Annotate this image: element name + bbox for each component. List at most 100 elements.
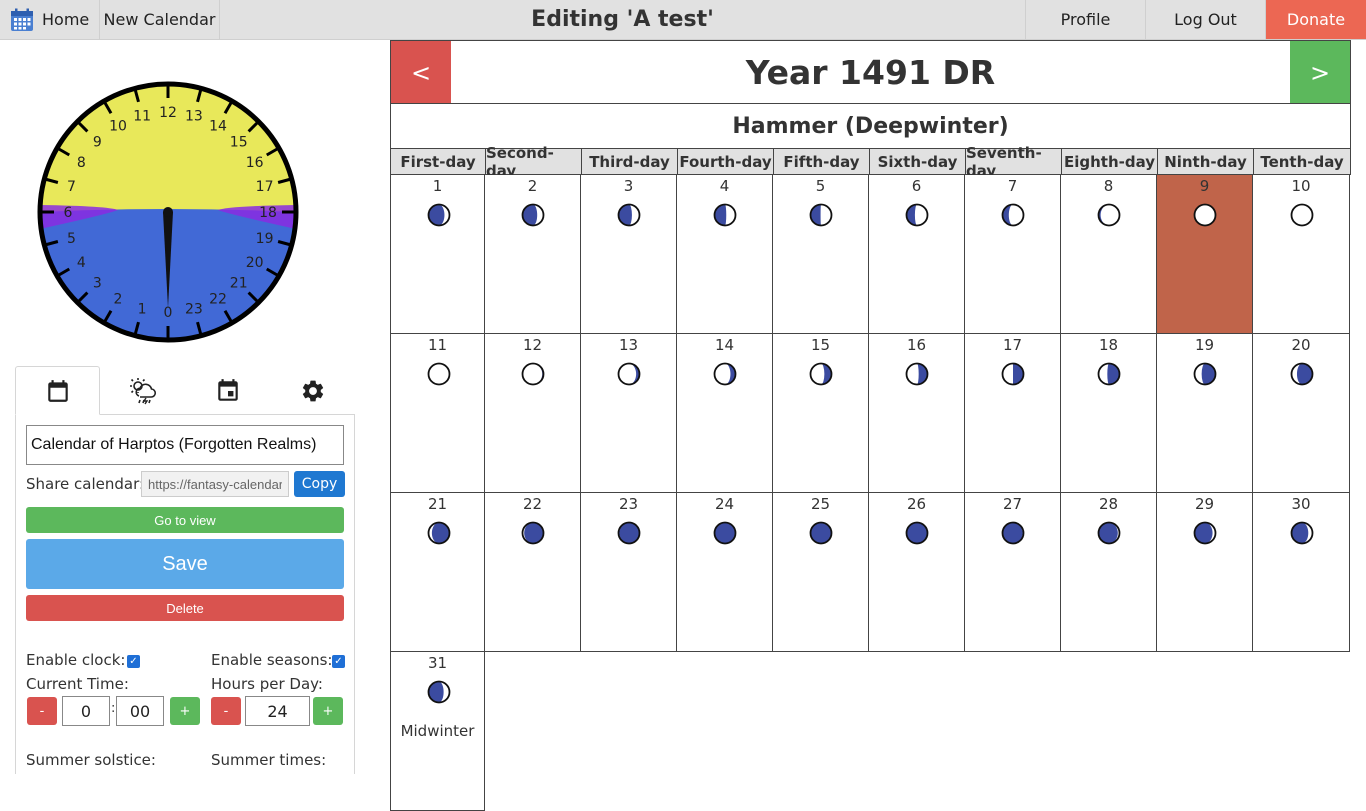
home-link[interactable]: Home (0, 0, 100, 39)
day-cell[interactable]: 16 (869, 334, 965, 493)
day-number: 21 (427, 495, 448, 513)
calendar-view: < Year 1491 DR > Hammer (Deepwinter) Fir… (390, 40, 1351, 811)
day-cell[interactable]: 3 (581, 175, 677, 334)
donate-button[interactable]: Donate (1266, 0, 1366, 39)
day-cell[interactable]: 23 (581, 493, 677, 652)
day-cell[interactable]: 14 (677, 334, 773, 493)
day-cell[interactable]: 28 (1061, 493, 1157, 652)
clock-hour-label: 10 (109, 118, 127, 134)
day-cell[interactable]: 19 (1157, 334, 1253, 493)
new-calendar-link[interactable]: New Calendar (100, 0, 220, 39)
day-cell[interactable]: 4 (677, 175, 773, 334)
moon-phase-icon (905, 521, 929, 545)
current-minute-input[interactable]: 00 (116, 696, 164, 726)
hours-per-day-input[interactable]: 24 (245, 696, 310, 726)
day-number: 23 (618, 495, 639, 513)
settings-tabs (15, 366, 355, 415)
day-cell[interactable]: 20 (1253, 334, 1350, 493)
day-number: 5 (815, 177, 826, 195)
clock-hour-label: 7 (67, 179, 76, 195)
day-cell[interactable]: 18 (1061, 334, 1157, 493)
go-to-view-button[interactable]: Go to view (26, 507, 344, 533)
day-cell[interactable]: 29 (1157, 493, 1253, 652)
moon-phase-icon (809, 203, 833, 227)
day-cell[interactable]: 17 (965, 334, 1061, 493)
day-number: 11 (427, 336, 448, 354)
page-title: Editing 'A test' (220, 0, 1026, 39)
tab-settings[interactable] (270, 366, 355, 415)
hours-increment-button[interactable]: + (313, 697, 343, 725)
enable-clock-checkbox[interactable]: ✓ (127, 655, 140, 668)
day-cell[interactable]: 5 (773, 175, 869, 334)
clock-hour-label: 6 (64, 205, 73, 221)
day-cell[interactable]: 1 (390, 175, 485, 334)
day-cell[interactable]: 21 (390, 493, 485, 652)
day-cell[interactable]: 31 Midwinter (390, 652, 485, 811)
moon-phase-icon (1097, 203, 1121, 227)
weekday-header: Third-day (582, 149, 678, 175)
profile-link[interactable]: Profile (1026, 0, 1146, 39)
day-cell[interactable]: 30 (1253, 493, 1350, 652)
day-cell[interactable]: 26 (869, 493, 965, 652)
day-cell[interactable]: 11 (390, 334, 485, 493)
day-cell[interactable]: 22 (485, 493, 581, 652)
clock-hour-tick (223, 309, 233, 323)
clock-hour-tick (77, 291, 89, 303)
day-cell[interactable]: 10 (1253, 175, 1350, 334)
clock-hour-tick (103, 309, 113, 323)
moon-phase-icon (617, 203, 641, 227)
copy-button[interactable]: Copy (294, 471, 345, 497)
moon-phase-icon (617, 521, 641, 545)
moon-phase-icon (713, 521, 737, 545)
save-button[interactable]: Save (26, 539, 344, 589)
day-cell[interactable]: 12 (485, 334, 581, 493)
tab-calendar[interactable] (15, 366, 100, 415)
moon-phase-icon (905, 362, 929, 386)
clock-hour-label: 13 (185, 108, 203, 124)
day-number: 18 (1098, 336, 1119, 354)
clock-hour-label: 16 (246, 155, 264, 171)
tab-events[interactable] (185, 366, 270, 415)
clock-hour-label: 15 (230, 134, 248, 150)
clock-widget: 0 1 2 3 4 5 6 7 8 9 10 11 12 13 14 15 16 17 18 19 20 21 22 23 (34, 78, 302, 346)
weekday-header: Fifth-day (774, 149, 870, 175)
moon-phase-icon (1001, 203, 1025, 227)
day-number: 15 (810, 336, 831, 354)
delete-button[interactable]: Delete (26, 595, 344, 621)
enable-clock-label: Enable clock: (26, 651, 126, 669)
clock-hour-label: 22 (209, 292, 227, 308)
event-label[interactable]: Midwinter (400, 722, 475, 740)
day-cell[interactable]: 25 (773, 493, 869, 652)
day-cell[interactable]: 2 (485, 175, 581, 334)
logout-link[interactable]: Log Out (1146, 0, 1266, 39)
next-year-button[interactable]: > (1290, 41, 1350, 104)
month-title: Hammer (Deepwinter) (390, 103, 1351, 149)
event-icon (217, 378, 238, 401)
enable-seasons-checkbox[interactable]: ✓ (332, 655, 345, 668)
share-url-input[interactable] (141, 471, 289, 497)
moon-phase-icon (427, 521, 451, 545)
clock-day-area (40, 84, 296, 212)
time-increment-button[interactable]: + (170, 697, 200, 725)
day-cell[interactable]: 27 (965, 493, 1061, 652)
clock-hour-tick (133, 321, 140, 336)
day-number: 16 (906, 336, 927, 354)
day-number: 19 (1194, 336, 1215, 354)
hours-decrement-button[interactable]: - (211, 697, 241, 725)
calendar-name-input[interactable] (26, 425, 344, 465)
weekday-header: Sixth-day (870, 149, 966, 175)
previous-year-button[interactable]: < (391, 41, 451, 104)
day-cell[interactable]: 7 (965, 175, 1061, 334)
day-cell[interactable]: 24 (677, 493, 773, 652)
time-decrement-button[interactable]: - (27, 697, 57, 725)
day-cell[interactable]: 8 (1061, 175, 1157, 334)
tab-weather[interactable] (100, 366, 185, 415)
day-cell[interactable]: 15 (773, 334, 869, 493)
day-number: 12 (522, 336, 543, 354)
clock-hour-tick (265, 267, 279, 277)
clock-hour-tick (277, 177, 292, 184)
day-cell[interactable]: 6 (869, 175, 965, 334)
day-cell[interactable]: 9 (1157, 175, 1253, 334)
day-cell[interactable]: 13 (581, 334, 677, 493)
current-hour-input[interactable]: 0 (62, 696, 110, 726)
